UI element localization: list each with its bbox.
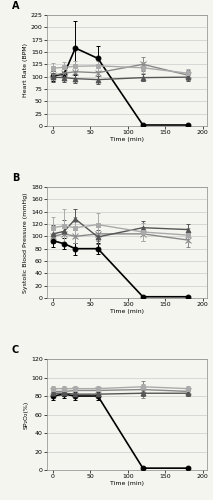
Text: A: A [12, 0, 19, 10]
Text: B: B [12, 172, 19, 182]
X-axis label: Time (min): Time (min) [110, 308, 144, 314]
Text: C: C [12, 344, 19, 354]
Y-axis label: Heart Rate (BPM): Heart Rate (BPM) [23, 44, 28, 98]
X-axis label: Time (min): Time (min) [110, 136, 144, 141]
Y-axis label: Systolic Blood Pressure (mmHg): Systolic Blood Pressure (mmHg) [23, 192, 28, 292]
X-axis label: Time (min): Time (min) [110, 480, 144, 486]
Y-axis label: SP₂O₂(%): SP₂O₂(%) [23, 400, 28, 428]
